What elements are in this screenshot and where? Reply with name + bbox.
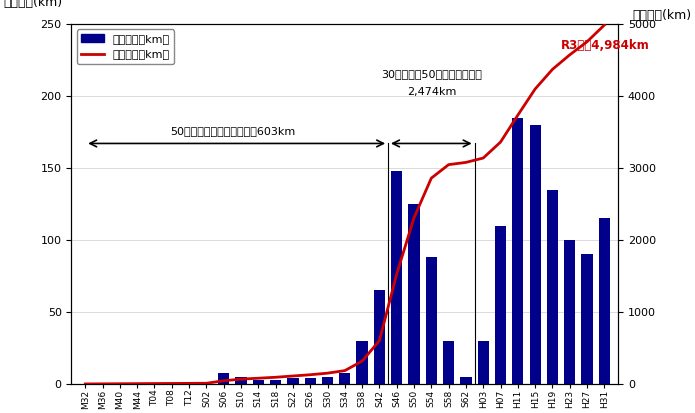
Text: 30年以上，50年未満の経年管: 30年以上，50年未満の経年管 [381, 69, 482, 78]
Bar [582, 254, 593, 384]
Bar [530, 125, 541, 384]
Bar [477, 341, 489, 384]
Bar [495, 225, 506, 384]
Bar [339, 373, 350, 384]
Bar [374, 290, 385, 384]
Bar [443, 341, 455, 384]
Y-axis label: 累計延長(km): 累計延長(km) [632, 9, 692, 22]
Bar [512, 118, 523, 384]
Y-axis label: 布設延長(km): 布設延長(km) [3, 0, 63, 9]
Text: R3末：4,984km: R3末：4,984km [561, 39, 650, 52]
Bar [253, 380, 264, 384]
Text: 50年以上経過した経年管　603km: 50年以上経過した経年管 603km [170, 126, 295, 136]
Bar [270, 380, 281, 384]
Bar [236, 377, 247, 384]
Bar [460, 377, 471, 384]
Bar [598, 218, 610, 384]
Bar [391, 171, 402, 384]
Bar [287, 378, 299, 384]
Bar [218, 373, 229, 384]
Bar [409, 204, 420, 384]
Bar [357, 341, 368, 384]
Bar [547, 190, 558, 384]
Bar [564, 240, 575, 384]
Bar [426, 257, 437, 384]
Bar [304, 378, 316, 384]
Bar [322, 377, 333, 384]
Text: 2,474km: 2,474km [407, 88, 456, 97]
Legend: 布設延長（km）, 累計延長（km）: 布設延長（km）, 累計延長（km） [77, 29, 174, 64]
